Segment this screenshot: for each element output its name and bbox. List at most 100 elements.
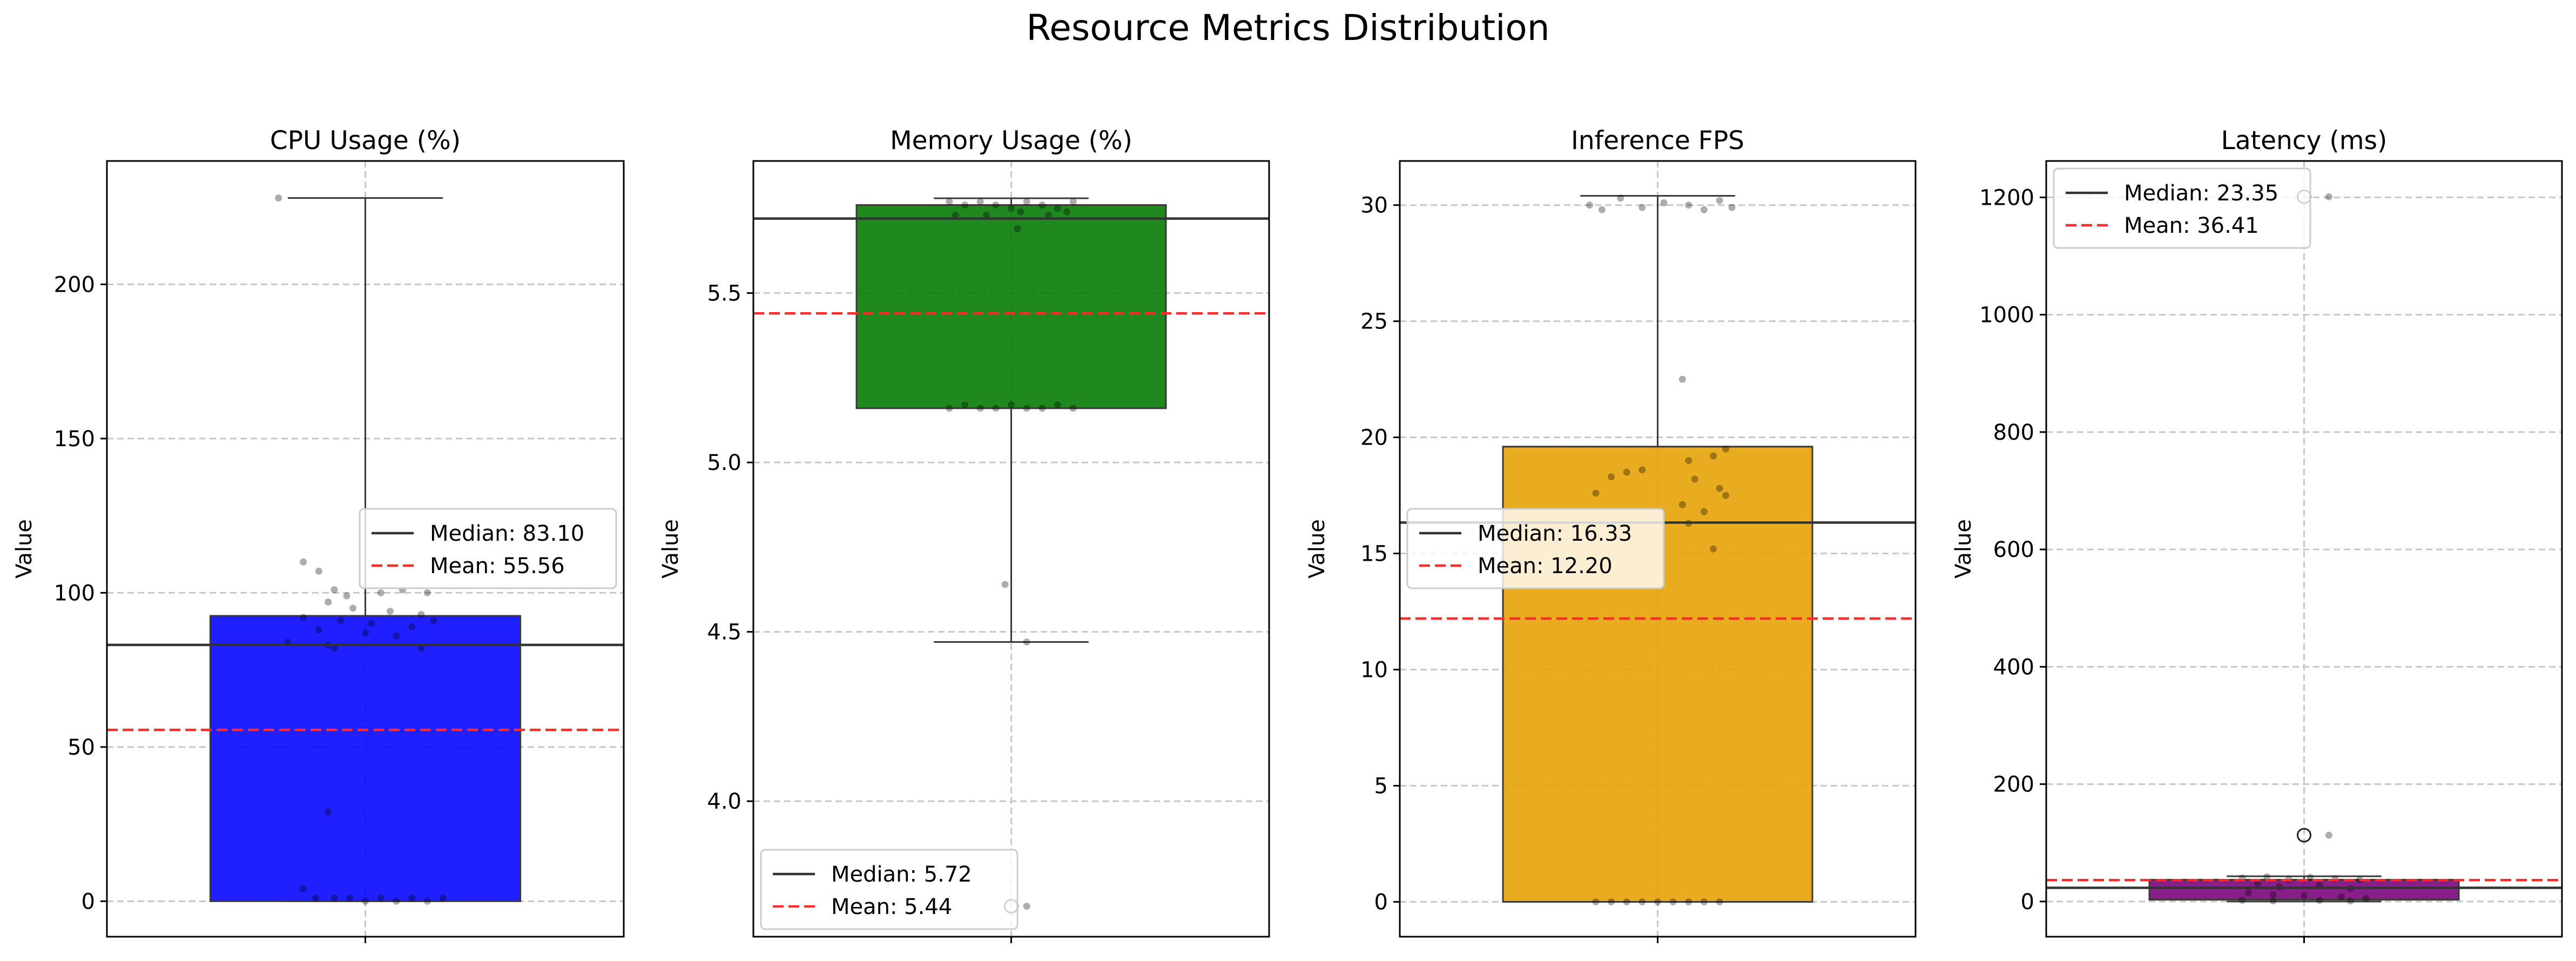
data-point <box>349 604 357 612</box>
subplot-1: 0 50 100 150 200 CPU Usage (%) Value Median: 83… <box>12 126 625 943</box>
data-point <box>2269 891 2277 898</box>
data-point <box>1008 205 1015 212</box>
legend-frame <box>359 508 617 589</box>
data-point <box>1054 401 1061 408</box>
data-point <box>2244 889 2252 897</box>
y-tick-label: 20 <box>1360 426 1388 451</box>
subplot-title: CPU Usage (%) <box>270 126 461 156</box>
data-point <box>1008 401 1015 408</box>
data-point <box>1678 501 1686 508</box>
y-tick-label: 10 <box>1360 658 1388 683</box>
data-point <box>1638 204 1646 211</box>
data-point <box>1660 199 1668 206</box>
data-point <box>312 895 320 902</box>
subplot-2: 4.0 4.5 5.0 5.5 Memory Usage (%) Value Median:… <box>658 126 1270 943</box>
data-point <box>2254 880 2262 888</box>
data-point <box>300 885 307 892</box>
data-point <box>2269 897 2277 905</box>
y-tick-label: 400 <box>1993 655 2034 680</box>
data-point <box>2362 895 2370 902</box>
data-point <box>976 198 984 205</box>
data-point <box>300 614 307 621</box>
data-point <box>1039 201 1046 209</box>
data-point <box>961 201 969 209</box>
data-point <box>2337 893 2345 900</box>
y-tick-label: 5.5 <box>707 281 741 306</box>
y-tick-label: 600 <box>1993 537 2034 562</box>
figure-title: Resource Metrics Distribution <box>1026 7 1549 49</box>
data-point <box>423 589 431 596</box>
data-point <box>423 897 431 905</box>
data-point <box>1716 485 1723 492</box>
data-point <box>315 626 322 634</box>
y-tick-label: 100 <box>54 581 95 606</box>
y-axis-label: Value <box>1951 519 1976 579</box>
legend-mean-label: Mean: 12.20 <box>1478 554 1613 579</box>
data-point <box>1598 206 1606 213</box>
legend: Median: 5.72 Mean: 5.44 <box>760 849 1019 930</box>
data-point <box>952 211 959 219</box>
data-point <box>1054 205 1061 212</box>
data-point <box>1716 898 1723 906</box>
data-point <box>1700 206 1708 213</box>
data-point <box>325 598 332 606</box>
data-point <box>408 623 416 630</box>
data-point <box>1722 492 1730 499</box>
data-point <box>976 405 984 412</box>
data-point <box>1716 197 1723 204</box>
data-point <box>2307 873 2314 881</box>
y-tick-label: 1000 <box>1979 303 2034 328</box>
data-point <box>346 895 354 902</box>
subplot-title: Inference FPS <box>1571 126 1744 156</box>
legend-frame <box>1406 508 1665 589</box>
y-tick-label: 4.5 <box>707 620 741 645</box>
data-point <box>362 629 369 637</box>
subplot-4: 0 200 400 600 800 1000 1200 Latency (ms) Value Me… <box>1951 126 2563 943</box>
data-point <box>1728 204 1736 211</box>
data-point <box>2346 897 2354 905</box>
y-tick-label: 4.0 <box>707 789 741 814</box>
data-point <box>386 608 394 615</box>
y-tick-label: 0 <box>1374 890 1388 915</box>
data-point <box>408 895 416 902</box>
data-point <box>1710 452 1717 460</box>
box <box>2148 879 2460 901</box>
data-point <box>439 895 447 902</box>
data-point <box>300 558 307 566</box>
data-point <box>331 895 338 902</box>
data-point <box>2301 892 2308 899</box>
data-point <box>393 632 400 640</box>
data-point <box>1623 468 1630 476</box>
legend: Median: 83.10 Mean: 55.56 <box>359 508 617 589</box>
data-point <box>1014 225 1021 232</box>
data-point <box>946 198 953 205</box>
y-tick-label: 200 <box>54 272 95 297</box>
data-point <box>992 405 1000 412</box>
data-point <box>2316 897 2323 904</box>
subplot-title: Memory Usage (%) <box>890 126 1132 156</box>
data-point <box>1685 898 1692 906</box>
box <box>855 204 1167 409</box>
y-tick-label: 0 <box>82 889 95 914</box>
y-tick-label: 30 <box>1360 193 1388 218</box>
data-point <box>1654 898 1661 906</box>
outlier-marker <box>2297 828 2311 843</box>
data-point <box>1608 898 1615 906</box>
data-point <box>1023 405 1030 412</box>
y-tick-label: 1200 <box>1979 185 2034 210</box>
data-point <box>1044 211 1052 219</box>
data-point <box>1592 898 1600 906</box>
data-point <box>337 617 345 624</box>
y-tick-label: 150 <box>54 427 95 452</box>
data-point <box>377 895 385 902</box>
legend-median-label: Median: 83.10 <box>430 521 584 546</box>
subplot-3: 0 5 10 15 20 25 30 Inference FPS Value Median: 16… <box>1305 126 1917 943</box>
legend: Median: 16.33 Mean: 12.20 <box>1406 508 1665 589</box>
legend-mean-label: Mean: 5.44 <box>831 895 952 919</box>
data-point <box>1669 898 1677 906</box>
data-point <box>1039 405 1046 412</box>
y-tick-label: 25 <box>1360 310 1388 334</box>
data-point <box>2238 897 2246 904</box>
data-point <box>417 610 425 618</box>
